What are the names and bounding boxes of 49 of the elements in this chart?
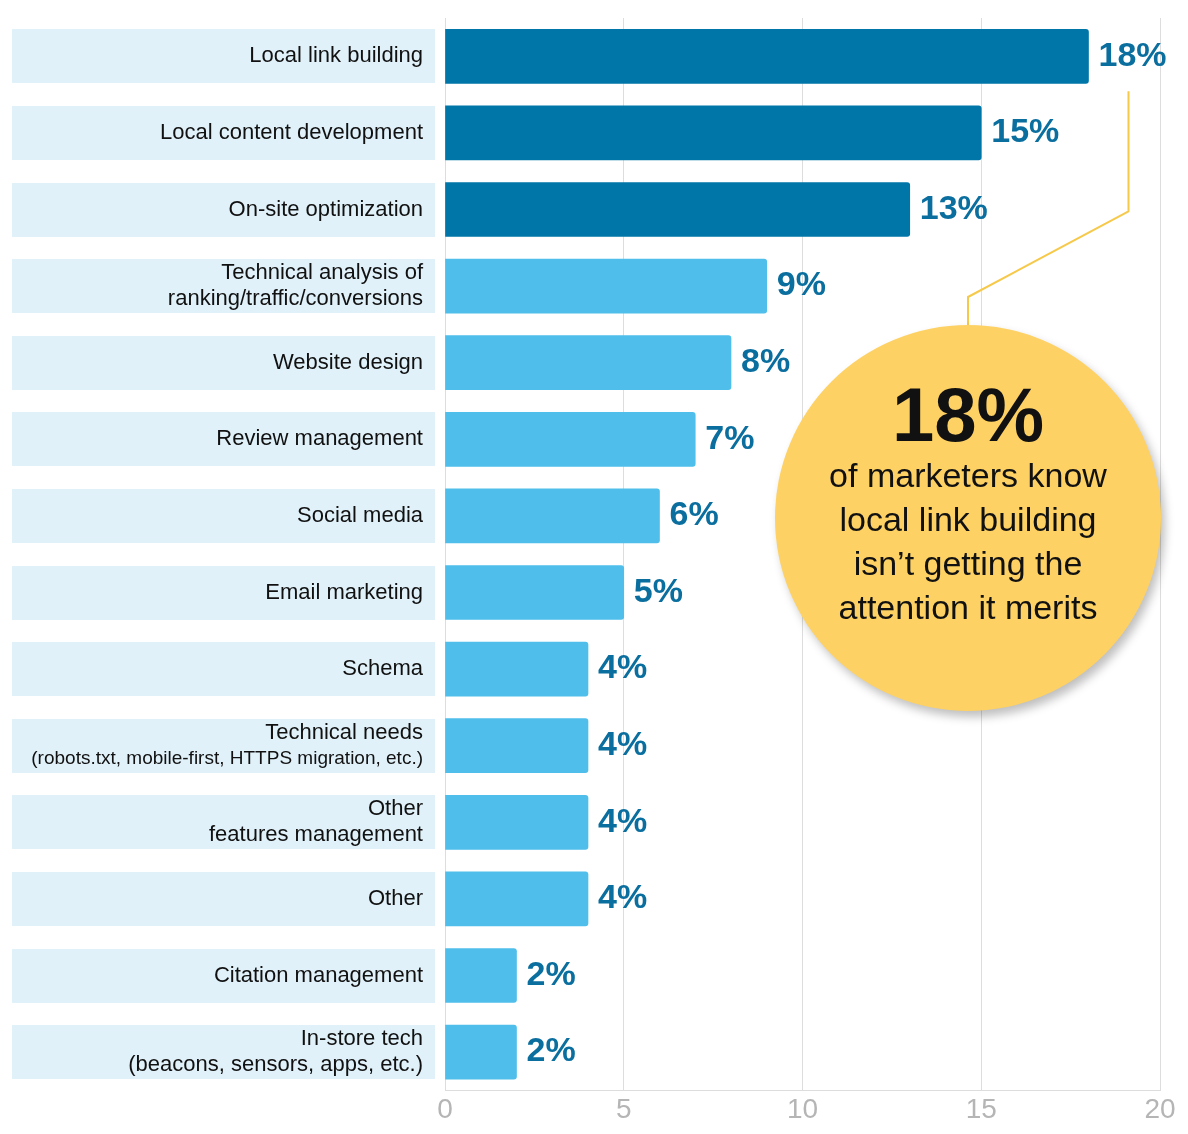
bar xyxy=(445,565,625,620)
data-label: 7% xyxy=(705,417,755,456)
bar xyxy=(445,718,589,774)
y-tick-label: Technical analysis of ranking/traffic/conversions xyxy=(167,259,424,311)
data-label: 4% xyxy=(598,877,648,916)
y-tick-label: Website design xyxy=(272,348,423,374)
data-label: 13% xyxy=(919,187,988,226)
data-label: 15% xyxy=(991,111,1060,150)
bar xyxy=(445,1024,517,1080)
data-label: 2% xyxy=(526,1030,576,1069)
bar xyxy=(445,258,768,314)
data-label: 4% xyxy=(598,647,648,686)
data-label: 18% xyxy=(1098,34,1167,73)
bar xyxy=(445,794,589,850)
data-label: 4% xyxy=(598,800,648,839)
y-tick-label: Local link building xyxy=(249,42,423,68)
bar xyxy=(445,411,696,467)
y-tick-label: On-site optimization xyxy=(228,195,423,221)
x-tick-label: 0 xyxy=(437,1092,453,1124)
y-tick-label: Citation management xyxy=(213,961,423,987)
bar xyxy=(445,182,911,237)
y-tick-label: Review management xyxy=(216,425,423,451)
annotation: of marketers know local link building isn’t getting the attention it merits xyxy=(828,454,1108,629)
y-tick-label: Social media xyxy=(297,501,424,527)
y-tick-label: Email marketing xyxy=(265,578,423,604)
y-tick-label: Other features management xyxy=(208,795,423,847)
data-label: 5% xyxy=(633,570,683,609)
bar xyxy=(445,641,589,697)
data-label: 4% xyxy=(598,724,648,763)
y-tick-label: Technical needs (robots.txt, mobile-first, HTTPS migration, etc.) xyxy=(31,718,423,768)
data-label: 9% xyxy=(776,264,826,303)
y-tick-label: Other xyxy=(367,884,423,910)
bar xyxy=(445,871,589,927)
data-label: 2% xyxy=(526,953,576,992)
y-tick-label: Local content development xyxy=(160,118,423,144)
x-tick-label: 5 xyxy=(615,1092,632,1124)
bar xyxy=(445,488,660,544)
x-tick-label: 10 xyxy=(786,1092,819,1124)
y-tick-label: In-store tech (beacons, sensors, apps, etc.) xyxy=(128,1025,423,1077)
y-tick-label: Schema xyxy=(342,655,424,681)
bar xyxy=(445,105,982,161)
x-tick-label: 20 xyxy=(1144,1092,1176,1124)
data-label: 8% xyxy=(741,341,791,380)
x-tick-label: 15 xyxy=(965,1092,997,1124)
bar xyxy=(445,948,517,1003)
bar xyxy=(445,28,1089,84)
annotation: 18% xyxy=(891,371,1045,457)
data-label: 6% xyxy=(669,494,719,533)
bar xyxy=(445,335,732,391)
